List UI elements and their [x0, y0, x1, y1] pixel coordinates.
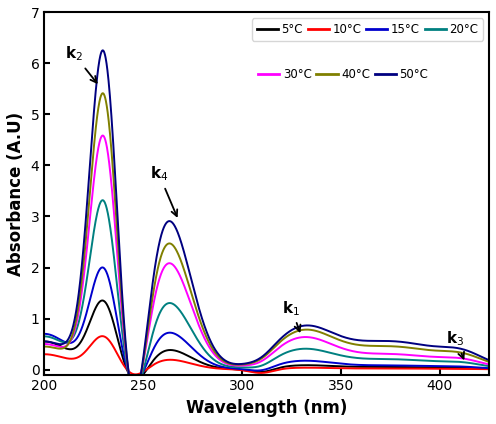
Text: k$_4$: k$_4$: [150, 165, 177, 216]
Y-axis label: Absorbance (A.U): Absorbance (A.U): [7, 112, 25, 276]
X-axis label: Wavelength (nm): Wavelength (nm): [186, 399, 347, 417]
Text: k$_3$: k$_3$: [446, 329, 465, 358]
Text: k$_1$: k$_1$: [282, 299, 301, 331]
Text: k$_2$: k$_2$: [65, 45, 97, 83]
Legend: 30°C, 40°C, 50°C: 30°C, 40°C, 50°C: [254, 65, 432, 85]
